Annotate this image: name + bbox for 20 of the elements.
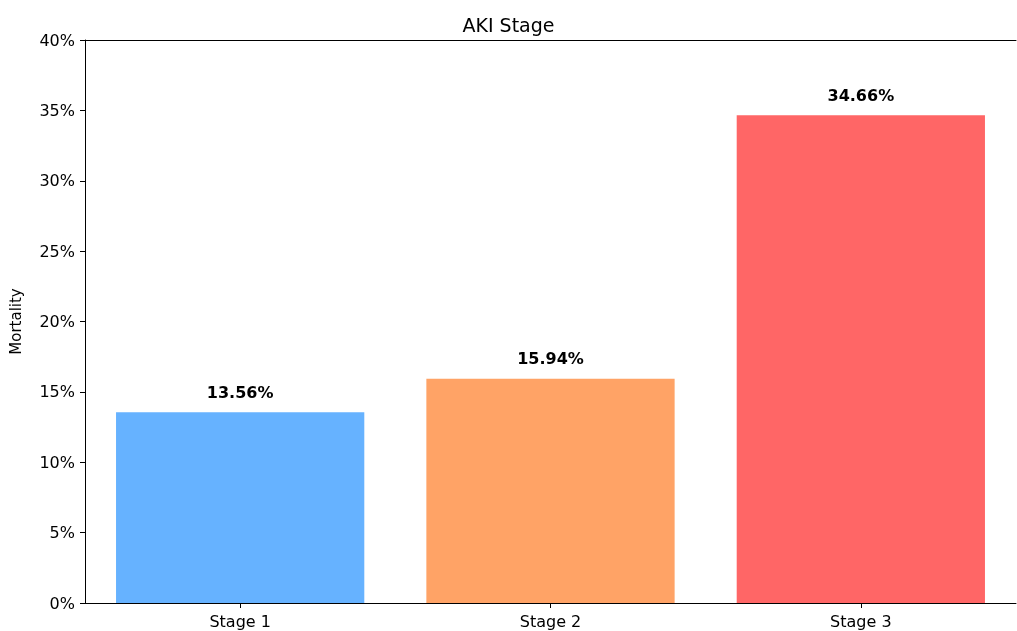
y-tick-label: 30% bbox=[39, 171, 75, 191]
bar bbox=[736, 115, 985, 603]
y-tick-label: 40% bbox=[39, 30, 75, 50]
y-tick-label: 0% bbox=[49, 593, 75, 613]
y-tick-label: 20% bbox=[39, 312, 75, 331]
y-tick-label: 15% bbox=[39, 382, 75, 402]
bar bbox=[116, 412, 365, 603]
x-tick-label: Stage 3 bbox=[830, 611, 892, 631]
bar bbox=[426, 378, 675, 603]
x-tick-label: Stage 1 bbox=[209, 611, 271, 631]
y-tick-label: 25% bbox=[39, 241, 75, 261]
y-axis-title: Mortality bbox=[6, 288, 25, 355]
chart-title: AKI Stage bbox=[462, 13, 555, 36]
y-tick-label: 5% bbox=[49, 523, 75, 543]
y-tick-label: 35% bbox=[39, 100, 75, 120]
x-tick-label: Stage 2 bbox=[519, 611, 582, 631]
data-label: 34.66% bbox=[827, 85, 895, 105]
data-label: 15.94% bbox=[517, 349, 584, 369]
y-tick-label: 10% bbox=[39, 452, 75, 472]
data-label: 13.56% bbox=[206, 382, 274, 402]
